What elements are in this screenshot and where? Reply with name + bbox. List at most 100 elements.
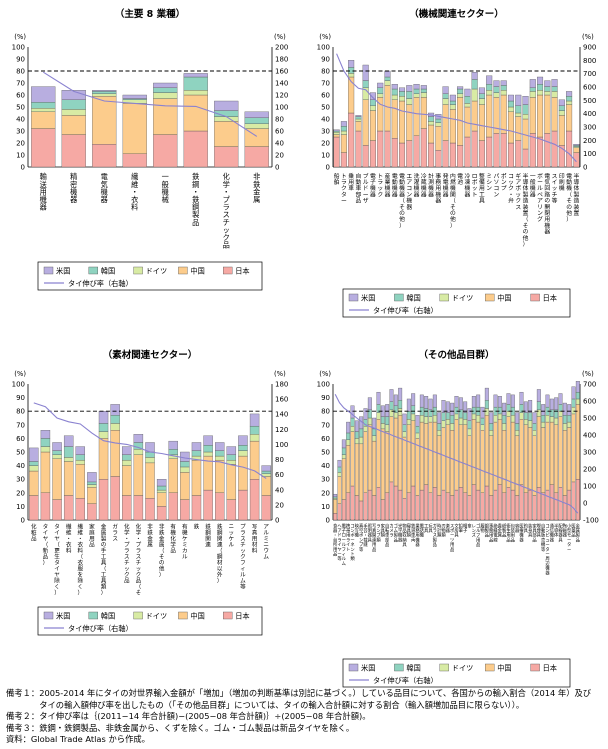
svg-text:繊: 繊 bbox=[77, 523, 83, 531]
svg-text:真: 真 bbox=[359, 522, 364, 529]
svg-text:機: 機 bbox=[435, 190, 441, 198]
right-tick-label: 100 bbox=[275, 104, 288, 112]
right-tick-label: 20 bbox=[275, 152, 284, 160]
bar-segment-germany bbox=[532, 430, 537, 436]
svg-text:手: 手 bbox=[101, 547, 107, 555]
bar-segment-germany bbox=[558, 110, 565, 116]
svg-text:子: 子 bbox=[342, 527, 347, 534]
svg-text:非: 非 bbox=[147, 523, 153, 531]
bar-segment-us bbox=[226, 446, 237, 455]
right-tick-label: 80 bbox=[275, 456, 284, 464]
bar-segment-japan bbox=[384, 130, 391, 168]
bar-segment-korea bbox=[359, 428, 364, 438]
svg-text:ガ: ガ bbox=[112, 523, 118, 531]
svg-text:）: ） bbox=[450, 222, 456, 229]
left-tick-label: 60 bbox=[16, 92, 25, 100]
bar-segment-korea bbox=[215, 450, 225, 457]
svg-text:用: 用 bbox=[372, 542, 376, 548]
svg-text:新: 新 bbox=[43, 547, 49, 555]
bar-segment-china bbox=[359, 443, 364, 502]
bar-segment-us bbox=[214, 100, 239, 111]
category-label: タイヤ（新品） bbox=[43, 523, 49, 567]
bar-segment-korea bbox=[406, 411, 411, 420]
svg-text:品: 品 bbox=[192, 218, 199, 227]
category-label: 非鉄金属（その他） bbox=[159, 523, 165, 579]
svg-text:）: ） bbox=[43, 560, 49, 567]
left-tick-label: 70 bbox=[321, 421, 330, 429]
bar-segment-japan bbox=[515, 140, 522, 168]
svg-text:品: 品 bbox=[576, 537, 580, 543]
bar-segment-germany bbox=[562, 423, 567, 431]
bar-segment-china bbox=[180, 472, 190, 500]
bar-segment-japan bbox=[333, 513, 338, 521]
svg-text:）: ） bbox=[77, 590, 83, 597]
svg-text:具: 具 bbox=[402, 542, 407, 548]
bar-segment-korea bbox=[442, 93, 449, 99]
bar-segment-us bbox=[562, 402, 567, 416]
legend-frame bbox=[37, 606, 263, 636]
bar-segment-japan bbox=[399, 142, 406, 168]
bar-segment-japan bbox=[389, 481, 394, 521]
bar-segment-us bbox=[362, 64, 369, 81]
svg-text:器: 器 bbox=[544, 229, 550, 236]
svg-text:金: 金 bbox=[576, 522, 581, 529]
svg-text:ク: ク bbox=[515, 198, 521, 205]
left-tick-label: 60 bbox=[321, 92, 330, 100]
bar-segment-us bbox=[238, 435, 248, 446]
left-tick-label: 50 bbox=[16, 449, 25, 457]
bar-segment-japan bbox=[122, 495, 132, 521]
note-1: 備考１：2005-2014 年にタイの対世界輸入金額が「増加」（増加の判断基準は… bbox=[6, 688, 592, 698]
svg-text:ル: ル bbox=[240, 573, 246, 579]
right-tick-label: 0 bbox=[583, 164, 587, 172]
bar-segment-japan bbox=[333, 136, 340, 168]
svg-text:ア: ア bbox=[515, 179, 521, 186]
bar-segment-japan bbox=[464, 136, 471, 168]
category-label: 化粧品 bbox=[31, 523, 37, 543]
svg-text:コ: コ bbox=[545, 523, 549, 529]
right-tick-label: 60 bbox=[275, 128, 284, 136]
svg-text:ム: ム bbox=[394, 528, 399, 534]
svg-text:パ: パ bbox=[494, 173, 500, 180]
thai-growth-line bbox=[33, 402, 267, 479]
svg-text:・: ・ bbox=[363, 534, 367, 539]
bar-segment-china bbox=[471, 419, 476, 485]
left-tick-label: 30 bbox=[16, 476, 25, 484]
bar-segment-germany bbox=[558, 411, 563, 417]
right-tick-label: 200 bbox=[583, 466, 596, 474]
bar-segment-germany bbox=[573, 146, 580, 148]
bar-segment-china bbox=[424, 423, 429, 485]
category-label: 傘 bbox=[467, 522, 472, 529]
bar-segment-china bbox=[399, 100, 406, 144]
svg-text:ヤ: ヤ bbox=[337, 548, 341, 553]
legend-label-us: 米国 bbox=[56, 612, 70, 621]
bar-segment-japan bbox=[63, 495, 74, 521]
left-tick-label: 50 bbox=[321, 104, 330, 112]
svg-text:真: 真 bbox=[372, 527, 377, 534]
bar-segment-germany bbox=[484, 408, 489, 416]
svg-text:ラ: ラ bbox=[341, 179, 347, 186]
svg-text:チ: チ bbox=[240, 542, 246, 549]
bar-segment-germany bbox=[346, 439, 351, 446]
svg-text:鋼: 鋼 bbox=[192, 180, 199, 189]
svg-text:具: 具 bbox=[368, 537, 373, 543]
bar-segment-china bbox=[558, 416, 563, 488]
legend-label-korea: 韓国 bbox=[101, 612, 115, 621]
svg-text:機: 機 bbox=[398, 532, 403, 539]
category-label: 容器 bbox=[515, 522, 520, 534]
bar-segment-korea bbox=[454, 406, 459, 415]
svg-text:ッ: ッ bbox=[124, 567, 130, 573]
bar-segment-germany bbox=[415, 432, 420, 439]
legend-swatch-china bbox=[485, 663, 495, 672]
svg-text:・: ・ bbox=[124, 537, 130, 543]
svg-text:池: 池 bbox=[457, 178, 463, 186]
